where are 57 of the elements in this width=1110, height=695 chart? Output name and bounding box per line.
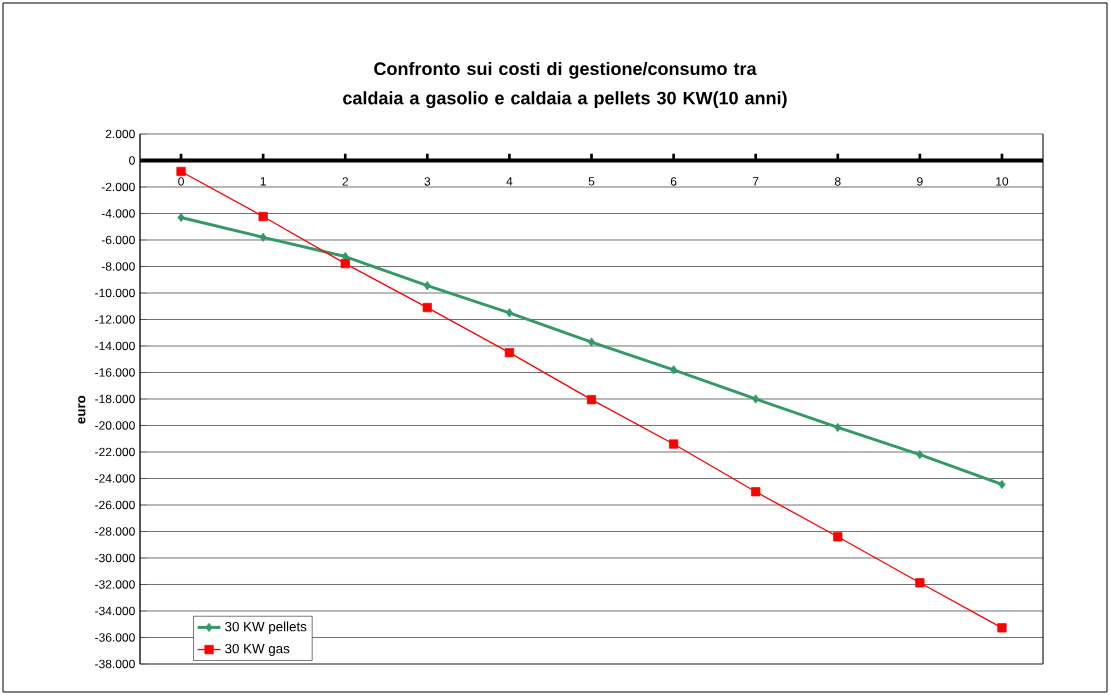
point: [176, 166, 186, 177]
y-tick-label: -34.000: [95, 606, 135, 616]
x-tick-label: 3: [424, 177, 431, 186]
point: [916, 450, 924, 460]
y-tick-label: -28.000: [95, 527, 135, 536]
x-tick-label: 5: [588, 177, 595, 186]
point: [258, 211, 268, 222]
legend-label: 30 KW gas: [225, 643, 290, 656]
point: [998, 479, 1006, 490]
y-tick-label: -18.000: [95, 394, 135, 404]
y-axis-title: euro: [78, 395, 86, 424]
y-tick-label: 2.000: [105, 129, 135, 139]
y-tick-label: -32.000: [95, 580, 135, 589]
point: [587, 337, 596, 347]
point: [423, 281, 431, 291]
x-tick-label: 6: [670, 177, 677, 186]
y-tick-label: -2.000: [101, 182, 135, 192]
y-tick-label: -24.000: [95, 474, 135, 483]
y-tick-label: -38.000: [95, 659, 135, 669]
point: [668, 439, 679, 449]
point: [505, 308, 513, 318]
point: [504, 348, 515, 358]
point: [915, 578, 925, 588]
point: [752, 394, 760, 404]
y-tick-label: -16.000: [95, 368, 135, 377]
point: [833, 532, 843, 542]
point: [259, 232, 267, 242]
chart-title: Confronto sui costi di gestione/consumo tra caldaia a gasolio e caldaia a pellets 30 KW(10 anni): [343, 61, 787, 109]
y-tick-label: 0: [129, 156, 135, 165]
x-tick-label: 9: [917, 177, 923, 186]
point: [751, 487, 761, 497]
x-tick-label: 10: [996, 177, 1009, 186]
y-tick-label: -22.000: [95, 447, 135, 457]
point: [340, 258, 350, 269]
y-tick-label: -10.000: [95, 288, 135, 298]
point: [670, 365, 678, 375]
legend-label: 30 KW pellets: [225, 621, 307, 634]
y-tick-label: -8.000: [101, 262, 135, 271]
y-tick-label: -14.000: [95, 341, 135, 351]
y-tick-label: -4.000: [101, 209, 135, 218]
point: [834, 422, 842, 433]
y-tick-label: -12.000: [95, 315, 135, 324]
y-tick-label: -26.000: [95, 500, 135, 510]
x-tick-label: 1: [260, 177, 266, 186]
y-tick-label: -30.000: [95, 553, 135, 563]
x-tick-label: 0: [178, 177, 184, 186]
point: [997, 623, 1007, 633]
point: [177, 212, 185, 223]
y-tick-label: -36.000: [95, 633, 135, 642]
y-tick-label: -6.000: [101, 235, 135, 245]
x-tick-label: 7: [752, 177, 759, 186]
y-tick-label: -20.000: [95, 421, 135, 430]
x-tick-label: 8: [834, 177, 841, 186]
point: [422, 302, 432, 313]
point: [586, 395, 597, 405]
x-tick-label: 4: [506, 177, 513, 186]
x-tick-label: 2: [342, 177, 348, 186]
